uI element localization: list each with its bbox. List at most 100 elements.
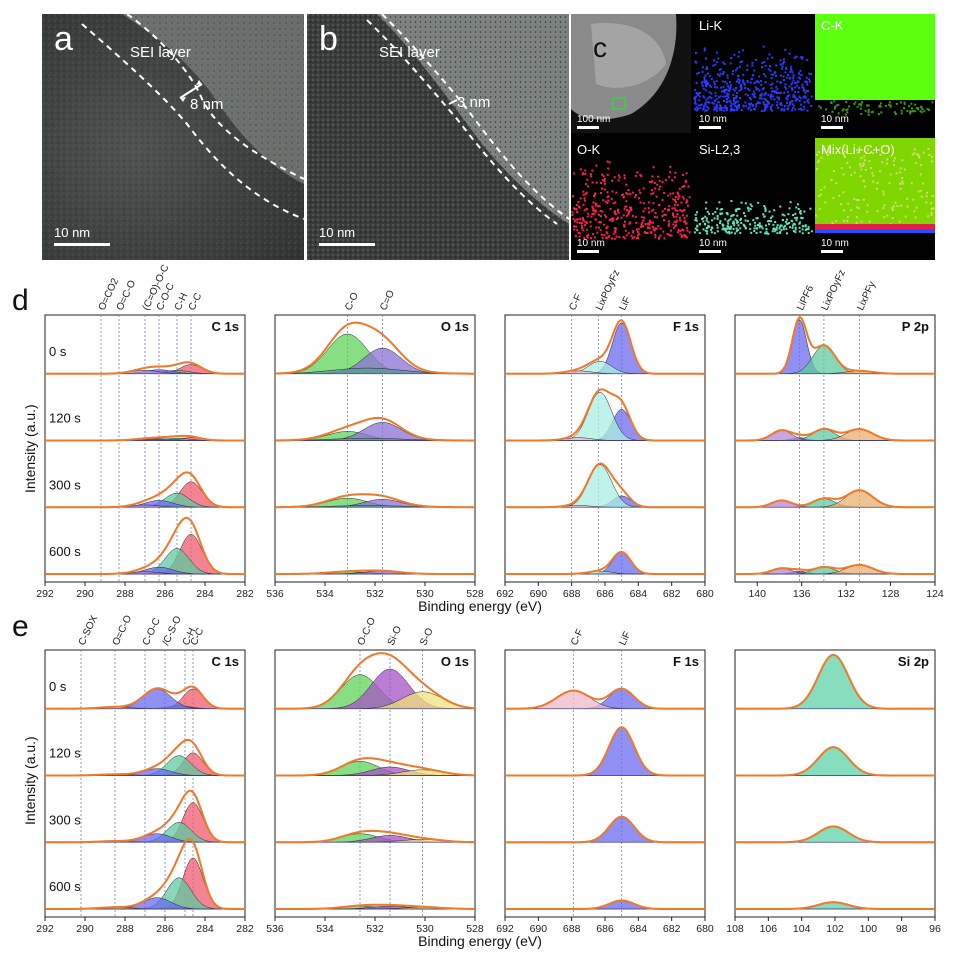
eds-pixel (732, 88, 735, 91)
eds-pixel (831, 110, 834, 113)
sei-thickness-a: 8 nm (190, 96, 224, 113)
eds-tile-li: Li-K 10 nm (693, 14, 813, 133)
eds-pixel (709, 84, 711, 87)
component-peak (504, 370, 706, 375)
component-peak (274, 833, 476, 843)
eds-pixel (806, 58, 809, 61)
eds-pixel (786, 232, 788, 235)
eds-pixel (667, 224, 670, 227)
eds-pixel (764, 93, 767, 96)
eds-pixel (846, 111, 849, 114)
component-peak (274, 497, 476, 508)
component-peak (275, 905, 475, 910)
eds-pixel (730, 108, 733, 111)
eds-pixel (604, 214, 607, 217)
component-peak (44, 833, 246, 843)
eds-pixel (857, 199, 860, 201)
eds-pixel (608, 219, 611, 221)
eds-pixel (578, 222, 581, 224)
eds-pixel (782, 58, 785, 61)
eds-pixel (674, 196, 677, 198)
eds-pixel (766, 105, 769, 108)
eds-pixel (931, 160, 934, 163)
eds-pixel (702, 108, 705, 111)
eds-pixel (784, 83, 787, 86)
eds-pixel (698, 99, 701, 102)
x-tick-label: 104 (793, 923, 811, 935)
eds-pixel (906, 110, 909, 113)
eds-scale-haadf: 100 nm (577, 114, 610, 129)
eds-pixel (735, 230, 738, 233)
eds-pixel (925, 195, 928, 198)
eds-pixel (625, 200, 628, 203)
component-peak (45, 907, 245, 910)
eds-pixel (742, 105, 745, 108)
eds-pixel (585, 191, 588, 194)
eds-pixel (734, 97, 737, 99)
eds-pixel (704, 80, 707, 83)
fit-envelope (735, 489, 935, 509)
eds-pixel (716, 109, 718, 112)
eds-pixel (783, 91, 786, 94)
eds-pixel (736, 107, 739, 110)
eds-pixel (730, 105, 733, 108)
eds-pixel (704, 89, 707, 92)
eds-pixel (786, 96, 789, 98)
eds-pixel (677, 229, 680, 232)
raw-data-trace (505, 388, 705, 442)
x-axis-label-e: Binding energy (eV) (418, 933, 542, 949)
eds-pixel (729, 86, 732, 89)
eds-pixel (600, 192, 602, 194)
eds-pixel (718, 108, 721, 111)
eds-pixel (688, 231, 691, 234)
eds-pixel (756, 224, 759, 226)
eds-pixel (586, 236, 589, 239)
eds-pixel (650, 181, 653, 184)
eds-pixel (575, 208, 578, 210)
eds-pixel (650, 192, 653, 195)
eds-pixel (594, 209, 597, 212)
eds-pixel (584, 193, 587, 196)
eds-pixel (611, 217, 614, 220)
eds-pixel (785, 68, 787, 71)
eds-pixel (610, 198, 613, 201)
eds-pixel (730, 231, 733, 234)
eds-pixel (764, 104, 767, 106)
eds-pixel (775, 64, 778, 67)
eds-pixel (798, 222, 801, 225)
component-peak (45, 755, 245, 776)
eds-pixel (806, 109, 809, 112)
eds-pixel (581, 218, 584, 221)
eds-pixel (718, 201, 721, 204)
eds-pixel (784, 48, 787, 51)
component-peak (504, 690, 706, 709)
eds-pixel (723, 62, 726, 65)
x-tick-label: 100 (860, 923, 878, 935)
eds-pixel (714, 99, 716, 102)
raw-data-trace (505, 687, 705, 710)
eds-pixel (716, 61, 719, 64)
eds-pixel (789, 101, 792, 104)
eds-pixel (647, 207, 650, 210)
eds-pixel (707, 107, 710, 110)
eds-pixel (598, 221, 601, 224)
raw-data-trace (275, 652, 476, 710)
eds-pixel (794, 99, 797, 102)
eds-pixel (652, 166, 655, 169)
eds-pixel (704, 109, 707, 112)
eds-pixel (879, 153, 882, 156)
eds-pixel (845, 101, 848, 103)
eds-pixel (867, 111, 870, 113)
eds-pixel (779, 225, 782, 228)
eds-pixel (732, 99, 735, 102)
eds-pixel (695, 91, 698, 94)
eds-pixel (794, 226, 797, 229)
component-peak (504, 322, 706, 375)
x-tick-label: 106 (760, 923, 778, 935)
eds-pixel (783, 78, 786, 81)
eds-pixel (862, 163, 865, 166)
eds-pixel (801, 228, 804, 231)
eds-pixel (708, 75, 711, 78)
eds-pixel (879, 170, 882, 173)
eds-pixel (611, 179, 614, 182)
